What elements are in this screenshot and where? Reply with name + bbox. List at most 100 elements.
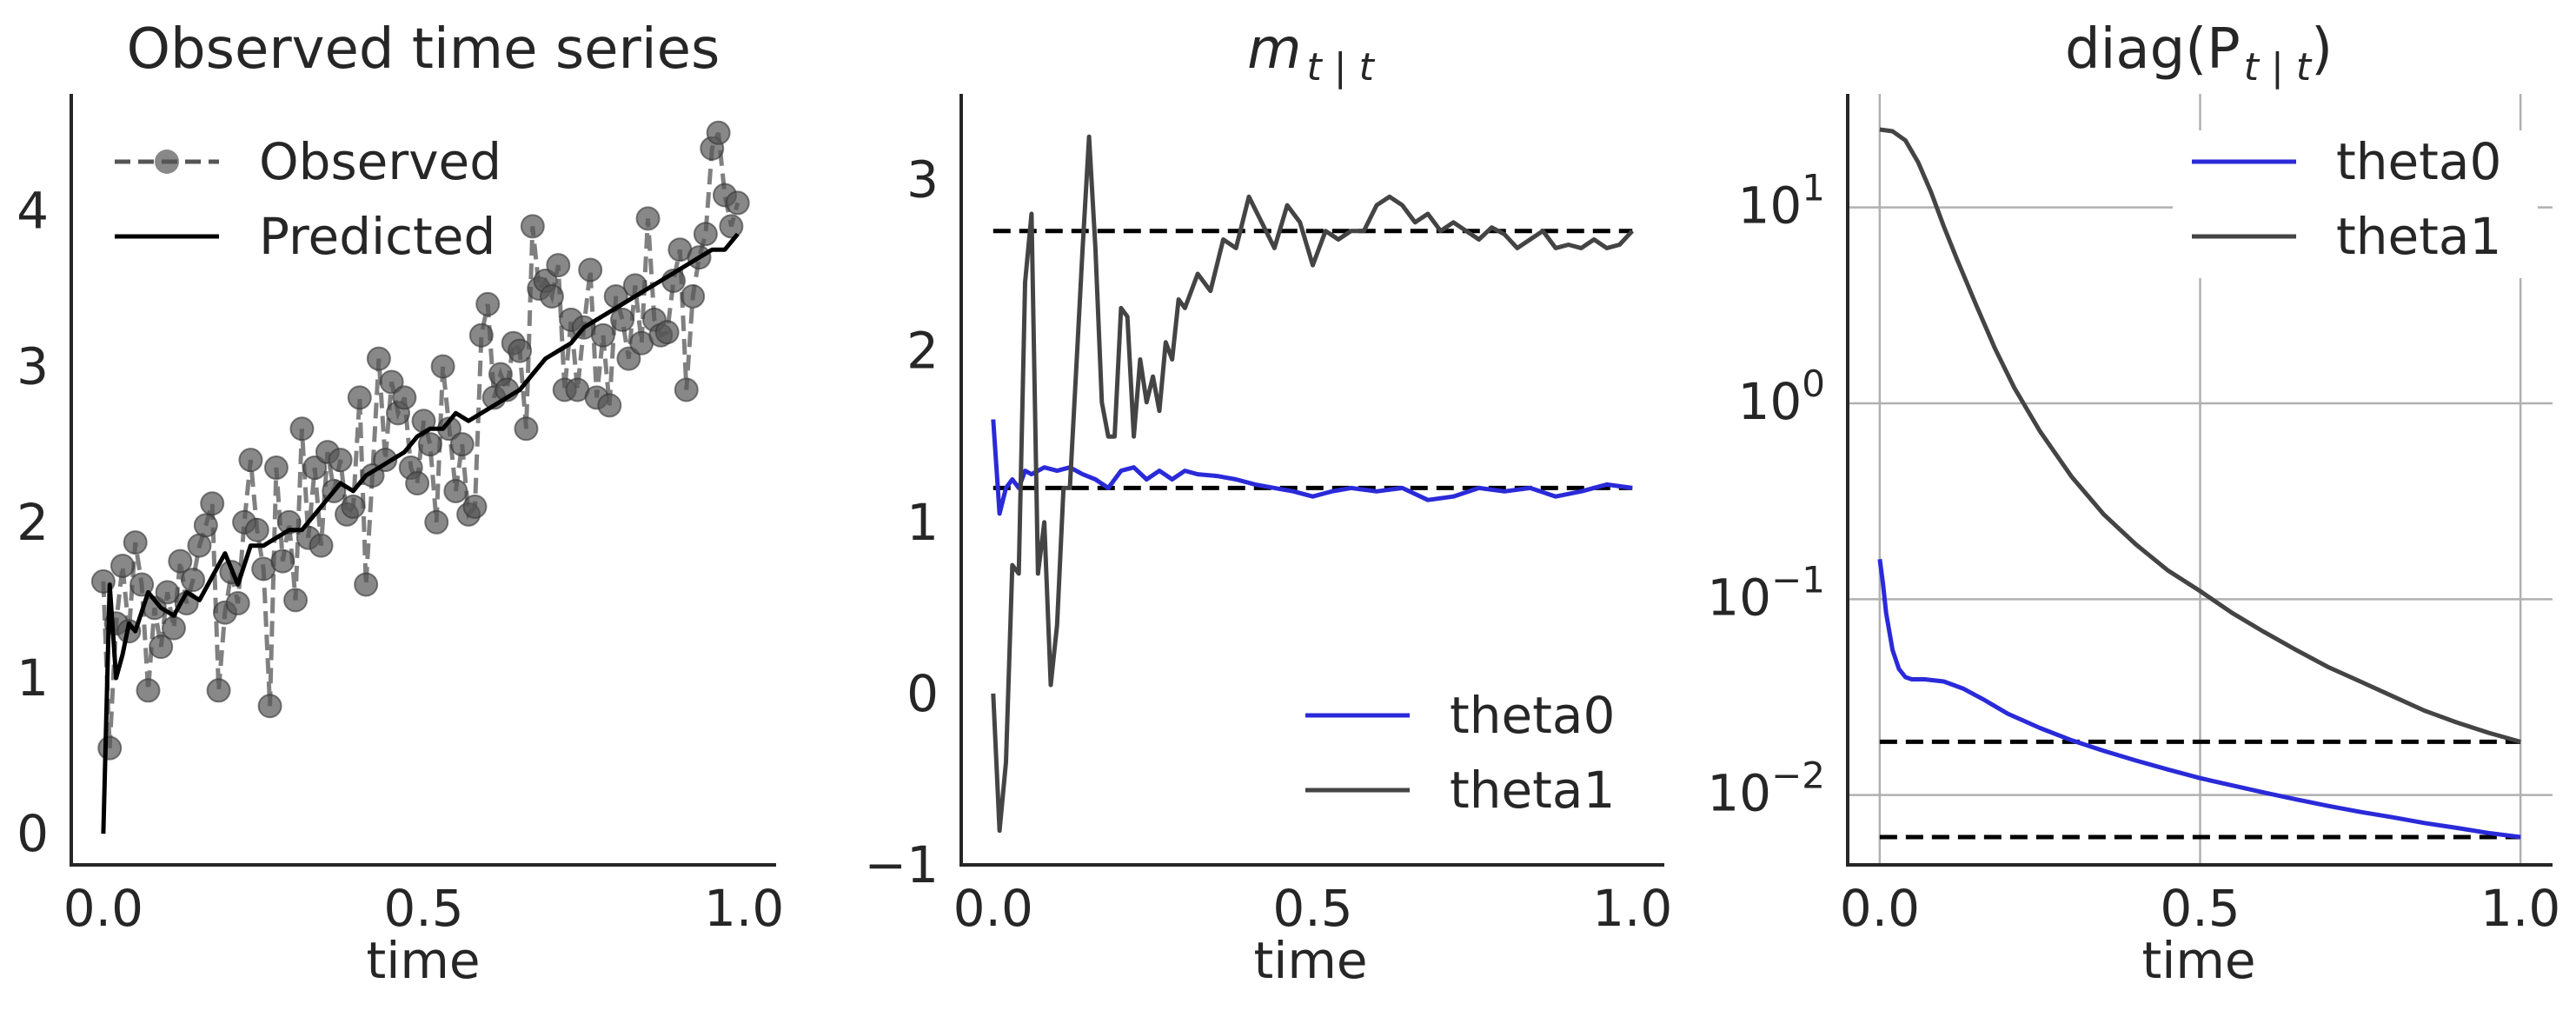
data-point-observed [341, 494, 366, 519]
panel2-plot-area [991, 134, 1635, 834]
y-tick-label: −1 [865, 835, 939, 894]
legend3-theta1-label: theta1 [2336, 207, 2501, 266]
panel3-x-ticks: 0.0 0.5 1.0 [1840, 879, 2561, 938]
panel1-x-ticks: 0.0 0.5 1.0 [63, 879, 785, 938]
data-point-observed [674, 377, 699, 402]
data-point-observed [417, 432, 442, 457]
data-point-observed [193, 513, 218, 538]
legend3-theta0-label: theta0 [2336, 132, 2501, 191]
series-line-theta1 [991, 134, 1635, 834]
panel2-x-ticks: 0.0 0.5 1.0 [953, 879, 1673, 938]
data-point-observed [539, 283, 564, 309]
legend-theta0-label: theta0 [1450, 686, 1615, 745]
data-point-observed [693, 222, 718, 247]
legend-observed-marker-swatch [155, 150, 179, 174]
data-point-observed [654, 320, 680, 345]
data-point-observed [520, 214, 545, 239]
panel3-legend: theta0 theta1 [2173, 130, 2538, 278]
panel3-title-main: diag(P [2065, 17, 2241, 82]
panel3-plot-area [1877, 127, 2521, 840]
series-line-theta1 [1879, 127, 2521, 744]
data-point-observed [354, 572, 379, 597]
panel1-x-label: time [366, 931, 480, 990]
data-point-observed [149, 635, 174, 660]
panel3-y-ticks: 10−2 10−1 100 101 [1707, 167, 1825, 823]
data-point-observed [379, 369, 404, 395]
panel3-legend-background [2173, 130, 2538, 278]
data-point-observed [200, 491, 225, 516]
series-line-theta0 [991, 419, 1633, 516]
y-tick-label: 101 [1737, 167, 1825, 236]
data-point-observed [681, 283, 706, 309]
data-point-observed [161, 615, 186, 641]
data-point-observed [514, 416, 539, 442]
data-point-observed [97, 735, 123, 761]
data-point-observed [309, 533, 334, 558]
data-point-observed [187, 533, 212, 558]
panel1-legend: Observed Predicted [115, 132, 501, 266]
data-point-observed [136, 678, 161, 703]
legend-predicted-label: Predicted [259, 207, 495, 266]
data-point-observed [244, 517, 269, 542]
panel3-title-end: ) [2311, 17, 2333, 82]
data-point-observed [225, 590, 250, 615]
panel1-y-ticks: 0 1 2 3 4 [17, 181, 49, 863]
y-tick-label: 3 [906, 150, 939, 209]
data-point-observed [302, 455, 328, 481]
y-tick-label: 10−2 [1707, 754, 1825, 823]
data-point-observed [578, 257, 603, 282]
series-line-predicted [101, 232, 740, 834]
x-tick-label: 0.5 [2160, 879, 2240, 938]
panel3-x-label: time [2141, 931, 2255, 990]
y-tick-label: 1 [17, 648, 49, 708]
x-tick-label: 0.0 [63, 879, 143, 938]
data-point-observed [283, 588, 309, 613]
data-point-observed [123, 530, 148, 555]
data-point-observed [405, 470, 430, 495]
data-point-observed [155, 580, 180, 605]
data-point-observed [257, 694, 282, 719]
x-tick-label: 0.5 [1272, 879, 1352, 938]
legend-observed-label: Observed [259, 132, 501, 191]
y-tick-label: 10−1 [1707, 558, 1825, 627]
data-point-observed [392, 385, 417, 410]
data-point-observed [328, 448, 353, 473]
data-point-observed [289, 416, 315, 442]
data-point-observed [706, 120, 731, 145]
data-point-observed [462, 494, 488, 519]
panel2-legend: theta0 theta1 [1305, 686, 1615, 820]
data-point-observed [430, 354, 455, 379]
data-point-observed [424, 509, 449, 535]
x-tick-label: 1.0 [1592, 879, 1672, 938]
panel3-title: diag(Pt | t) [2065, 17, 2333, 90]
y-tick-label: 100 [1737, 362, 1825, 431]
y-tick-label: 2 [17, 493, 49, 552]
data-point-observed [475, 291, 501, 316]
y-tick-label: 0 [17, 804, 49, 863]
data-point-observed [508, 338, 533, 363]
data-point-observed [725, 190, 750, 216]
x-tick-label: 0.0 [1840, 879, 1920, 938]
data-point-observed [635, 206, 661, 231]
panel1-axes [70, 94, 776, 867]
panel3-title-subscript: t | t [2244, 45, 2313, 90]
panel3-axes [1846, 94, 2553, 867]
x-tick-label: 0.5 [383, 879, 463, 938]
data-point-observed [270, 548, 295, 574]
data-point-observed [366, 346, 391, 371]
legend-theta1-label: theta1 [1450, 761, 1615, 820]
y-tick-label: 4 [17, 181, 49, 240]
panel1-plot-area [90, 120, 750, 834]
panel2-x-label: time [1253, 931, 1367, 990]
data-point-observed [443, 478, 468, 503]
data-point-observed [719, 214, 744, 239]
y-tick-label: 1 [906, 493, 939, 552]
data-point-observed [347, 385, 372, 410]
data-point-observed [206, 678, 231, 703]
data-point-observed [110, 553, 135, 578]
panel2-axes [959, 94, 1664, 867]
data-point-observed [129, 572, 155, 597]
